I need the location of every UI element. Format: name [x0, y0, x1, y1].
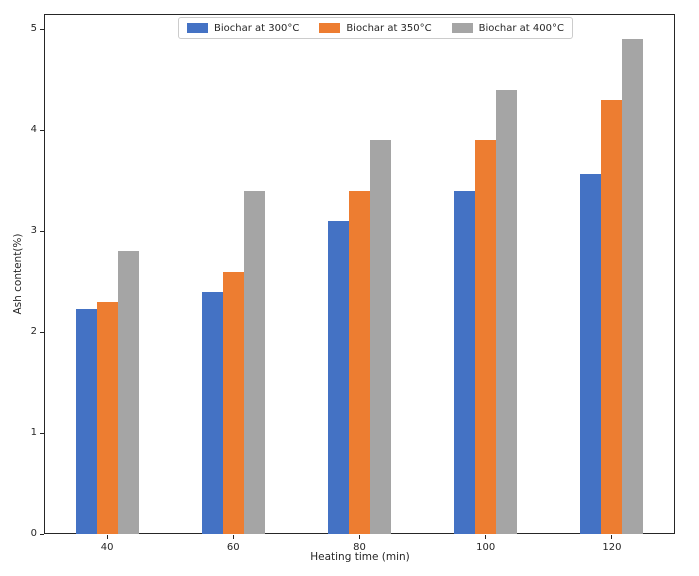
y-tick-label: 3 — [30, 225, 37, 237]
x-tick-label: 80 — [353, 542, 366, 553]
x-tick-label: 40 — [100, 542, 114, 553]
bar — [328, 221, 349, 534]
bar — [349, 190, 370, 534]
bar — [201, 291, 223, 534]
legend-swatch-icon — [451, 23, 473, 33]
y-tick-mark — [40, 432, 44, 434]
bar — [475, 140, 497, 534]
legend-label: Biochar at 350°C — [346, 22, 432, 34]
legend-label: Biochar at 400°C — [478, 22, 564, 34]
bar — [75, 308, 97, 534]
bar — [496, 89, 518, 534]
legend-swatch-icon — [187, 23, 208, 33]
bar — [96, 301, 118, 534]
y-tick-mark — [40, 230, 44, 232]
x-tick-label: 100 — [476, 542, 496, 553]
x-tick-mark — [232, 535, 234, 539]
x-axis-title: Heating time (min) — [310, 551, 410, 563]
bar — [243, 190, 265, 534]
y-tick-mark — [40, 28, 44, 30]
bar — [370, 140, 391, 534]
x-tick-mark — [106, 535, 108, 539]
y-tick-label: 2 — [30, 326, 37, 338]
x-tick-mark — [485, 535, 487, 539]
x-tick-label: 120 — [602, 542, 622, 553]
bar — [622, 39, 644, 534]
y-axis-title: Ash content(%) — [12, 233, 24, 315]
plot-area — [44, 14, 675, 534]
bar — [601, 99, 623, 534]
y-tick-label: 5 — [30, 23, 37, 35]
bar — [580, 173, 602, 534]
y-tick-label: 0 — [30, 528, 37, 539]
x-tick-mark — [611, 535, 613, 539]
legend-label: Biochar at 300°C — [214, 22, 300, 34]
y-tick-label: 1 — [30, 427, 37, 438]
legend-item: Biochar at 350°C — [319, 22, 432, 34]
y-tick-label: 4 — [30, 124, 37, 136]
bar — [454, 190, 476, 534]
legend-swatch-icon — [319, 23, 341, 33]
legend: Biochar at 300°C Biochar at 350°C Biochar … — [178, 17, 573, 39]
legend-item: Biochar at 300°C — [187, 23, 299, 34]
y-tick-mark — [40, 129, 44, 131]
bar — [222, 271, 244, 534]
legend-item: Biochar at 400°C — [451, 22, 564, 34]
bar — [117, 251, 139, 534]
y-tick-mark — [40, 533, 44, 535]
x-tick-label: 60 — [226, 542, 240, 553]
x-tick-mark — [359, 535, 360, 539]
y-tick-mark — [40, 331, 44, 333]
